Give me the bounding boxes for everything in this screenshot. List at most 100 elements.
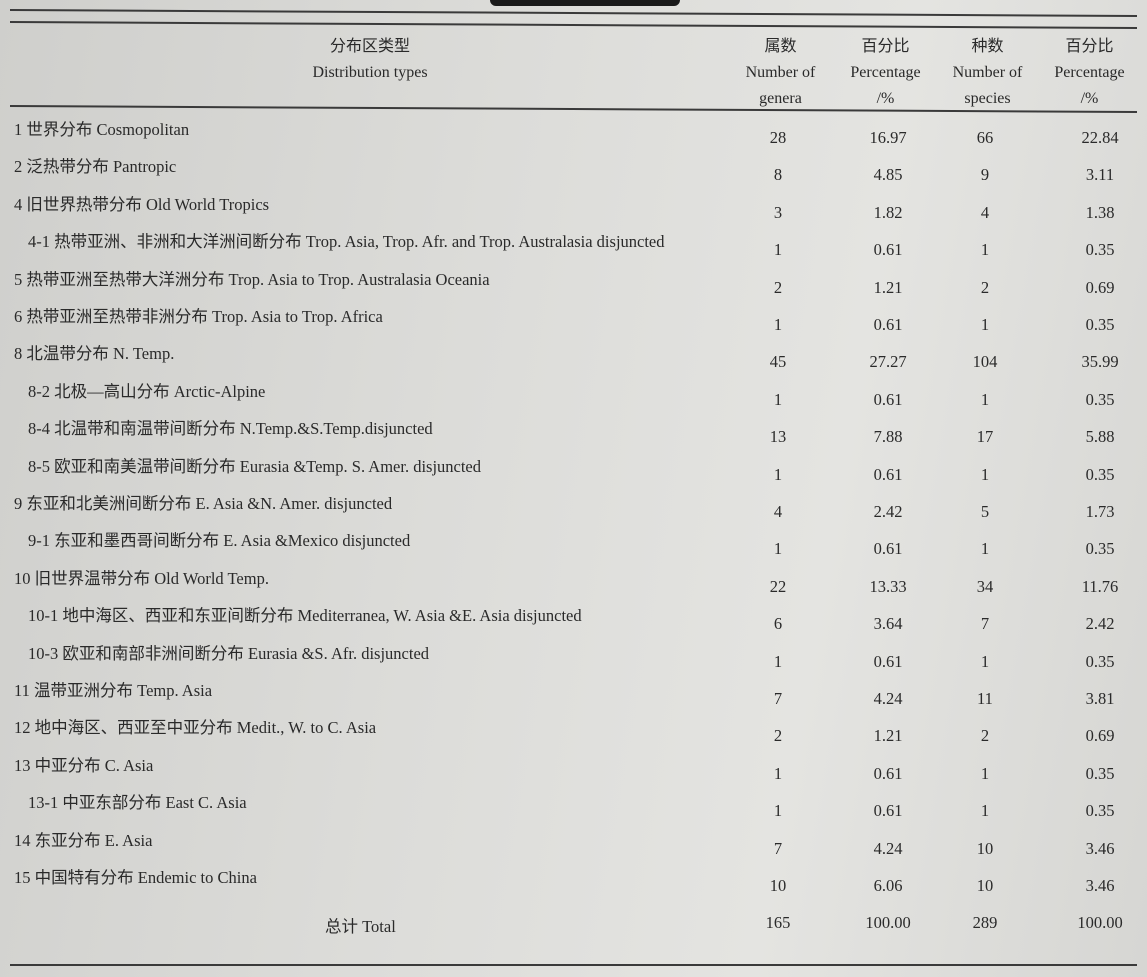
header-genera-en1: Number of [745, 64, 816, 81]
row-label: 12 地中海区、西亚至中亚分布 Medit., W. to C. Asia [14, 718, 377, 738]
cell-genera: 7 [773, 838, 783, 858]
cell-genera: 3 [773, 202, 783, 222]
top-rule-2 [10, 21, 1137, 29]
cell-pct-species: 0.35 [1085, 539, 1115, 559]
row-label: 8 北温带分布 N. Temp. [14, 344, 175, 364]
cell-species: 104 [972, 352, 998, 372]
cell-genera: 7 [773, 689, 783, 708]
cell-pct-genera: 6.06 [873, 876, 903, 895]
cell-species: 2 [980, 726, 990, 746]
row-label: 6 热带亚洲至热带非洲分布 Trop. Asia to Trop. Africa [14, 307, 383, 326]
row-label: 8-5 欧亚和南美温带间断分布 Eurasia &Temp. S. Amer. … [28, 456, 482, 476]
cell-pct-genera: 0.61 [873, 315, 903, 334]
header-pct-species: 百分比 Percentage /% [1042, 34, 1137, 112]
cell-pct-genera: 27.27 [869, 352, 907, 372]
row-label: 14 东亚分布 E. Asia [14, 830, 153, 850]
cell-pct-species: 22.84 [1081, 128, 1119, 147]
row-label: 8-2 北极—高山分布 Arctic-Alpine [28, 381, 266, 401]
table-row: 8-2 北极—高山分布 Arctic-Alpine 1 0.61 1 0.35 [0, 378, 1147, 415]
cell-pct-genera: 1.21 [873, 726, 903, 746]
row-label: 10-1 地中海区、西亚和东亚间断分布 Mediterranea, W. Asi… [28, 606, 582, 626]
table-row: 11 温带亚洲分布 Temp. Asia 7 4.24 11 3.81 [0, 677, 1147, 714]
cell-pct-genera: 4.24 [873, 689, 903, 708]
cell-species: 9 [980, 165, 990, 185]
total-row: 总计 Total 165 100.00 289 100.00 [0, 901, 1147, 938]
cell-pct-species: 0.35 [1085, 389, 1115, 409]
cell-genera: 2 [773, 277, 783, 297]
cell-genera: 1 [773, 763, 783, 783]
cell-species: 1 [980, 651, 990, 671]
row-label: 8-4 北温带和南温带间断分布 N.Temp.&S.Temp.disjuncte… [28, 419, 433, 439]
cell-genera: 1 [773, 539, 783, 559]
table-row: 10-1 地中海区、西亚和东亚间断分布 Mediterranea, W. Asi… [0, 602, 1147, 639]
header-pct2-en2: /% [1080, 90, 1099, 107]
cell-pct-species: 0.35 [1085, 763, 1115, 783]
row-label: 2 泛热带分布 Pantropic [14, 157, 177, 177]
cell-species: 10 [976, 838, 994, 858]
cell-pct-species: 35.99 [1081, 352, 1119, 372]
header-genera-en2: genera [759, 90, 802, 107]
cell-genera: 45 [769, 352, 787, 372]
row-label: 4 旧世界热带分布 Old World Tropics [14, 194, 270, 214]
table-row: 4 旧世界热带分布 Old World Tropics 3 1.82 4 1.38 [0, 191, 1147, 228]
cell-pct-species: 1.38 [1085, 202, 1115, 222]
table-row: 13-1 中亚东部分布 East C. Asia 1 0.61 1 0.35 [0, 789, 1147, 826]
header-species: 种数 Number of species [940, 34, 1035, 112]
cell-species: 17 [976, 427, 994, 447]
cell-genera: 10 [769, 876, 787, 895]
cell-species: 1 [980, 801, 990, 821]
cell-genera: 1 [773, 464, 783, 484]
cell-pct-species: 11.76 [1081, 576, 1119, 596]
cell-pct-genera: 0.61 [873, 389, 903, 409]
table-row: 10-3 欧亚和南部非洲间断分布 Eurasia &S. Afr. disjun… [0, 640, 1147, 677]
cell-species: 1 [980, 315, 990, 334]
cell-genera: 8 [773, 165, 783, 185]
cell-genera: 6 [773, 614, 783, 634]
cell-pct-genera: 7.88 [873, 427, 903, 447]
cell-pct-genera: 4.24 [873, 838, 903, 858]
header-genera: 属数 Number of genera [733, 34, 828, 112]
cell-species: 5 [980, 502, 990, 521]
cell-genera: 165 [765, 913, 791, 933]
cell-genera: 22 [769, 576, 787, 596]
cell-pct-genera: 1.21 [873, 277, 903, 297]
header-type-en: Distribution types [312, 64, 428, 81]
row-label: 10 旧世界温带分布 Old World Temp. [14, 568, 269, 588]
cell-species: 11 [977, 689, 993, 708]
cell-pct-species: 5.88 [1085, 427, 1115, 447]
cell-pct-genera: 100.00 [865, 913, 911, 933]
header-type-cn: 分布区类型 [329, 38, 410, 55]
cell-pct-species: 0.35 [1085, 240, 1115, 260]
header-pct-genera: 百分比 Percentage /% [838, 34, 933, 112]
cell-pct-genera: 16.97 [869, 128, 907, 147]
cell-genera: 4 [773, 502, 783, 521]
cell-genera: 1 [773, 240, 783, 260]
photo-object-top [490, 0, 680, 6]
cell-species: 1 [980, 464, 990, 484]
cell-pct-species: 0.35 [1085, 464, 1115, 484]
row-label: 总计 Total [325, 917, 396, 937]
cell-pct-genera: 4.85 [873, 165, 903, 185]
cell-pct-genera: 0.61 [873, 464, 903, 484]
row-label: 13-1 中亚东部分布 East C. Asia [28, 793, 247, 813]
cell-pct-species: 0.35 [1085, 315, 1115, 334]
cell-genera: 28 [769, 128, 787, 147]
header-pct1-en1: Percentage [850, 64, 921, 81]
cell-pct-genera: 0.61 [873, 651, 903, 671]
row-label: 11 温带亚洲分布 Temp. Asia [14, 681, 213, 700]
table-row: 14 东亚分布 E. Asia 7 4.24 10 3.46 [0, 827, 1147, 864]
header-species-cn: 种数 [971, 38, 1004, 55]
cell-species: 1 [980, 240, 990, 260]
cell-species: 34 [976, 576, 994, 596]
header-pct1-en2: /% [876, 90, 895, 107]
cell-pct-species: 3.81 [1085, 689, 1115, 708]
row-label: 5 热带亚洲至热带大洋洲分布 Trop. Asia to Trop. Austr… [14, 269, 490, 289]
cell-species: 1 [980, 389, 990, 409]
table-row: 13 中亚分布 C. Asia 1 0.61 1 0.35 [0, 752, 1147, 789]
table-row: 10 旧世界温带分布 Old World Temp. 22 13.33 34 11.76 [0, 565, 1147, 602]
row-label: 9 东亚和北美洲间断分布 E. Asia &N. Amer. disjuncte… [14, 494, 393, 513]
cell-pct-species: 0.69 [1085, 277, 1115, 297]
table-row: 15 中国特有分布 Endemic to China 10 6.06 10 3.46 [0, 864, 1147, 901]
cell-pct-genera: 0.61 [873, 539, 903, 559]
cell-pct-genera: 0.61 [873, 763, 903, 783]
